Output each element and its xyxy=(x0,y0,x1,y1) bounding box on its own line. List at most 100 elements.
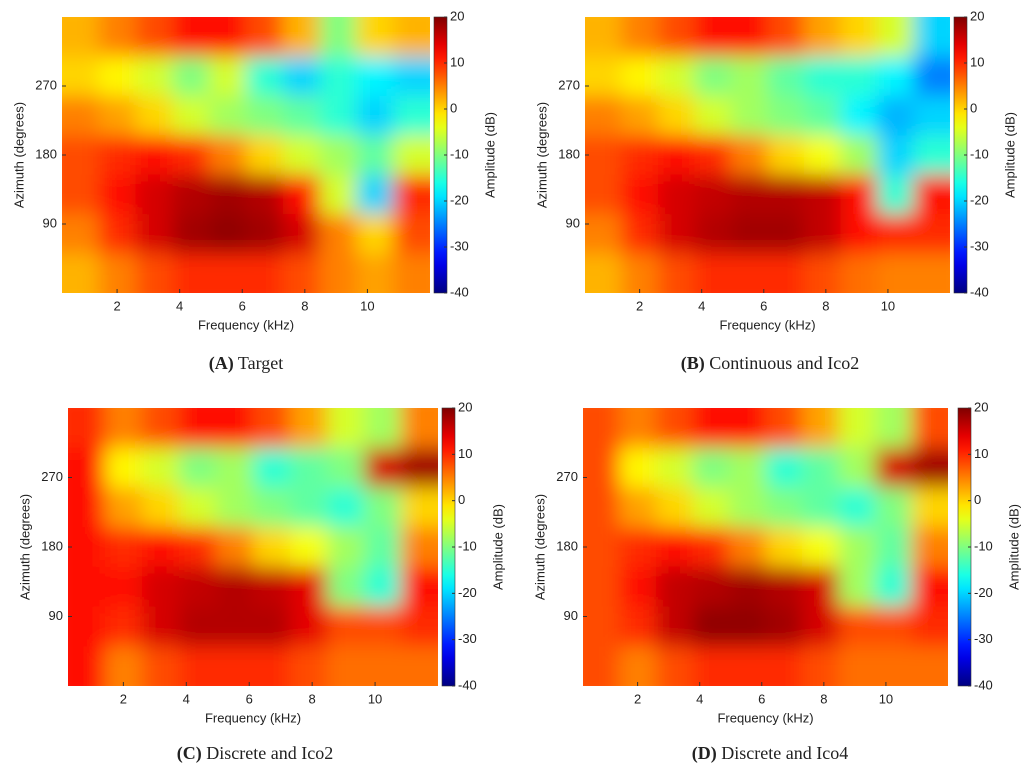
heatmap-cell xyxy=(253,487,291,528)
heatmap-cell xyxy=(731,56,768,97)
colorbar-tick-label: -10 xyxy=(458,538,477,553)
x-tick-label: 10 xyxy=(879,691,893,706)
heatmap-cell xyxy=(731,17,768,57)
heatmap-cell xyxy=(913,95,950,136)
heatmap-cell xyxy=(172,95,210,136)
y-axis-label: Azimuth (degrees) xyxy=(534,102,549,208)
heatmap-cell xyxy=(319,56,357,97)
heatmap-cell xyxy=(172,253,210,293)
heatmap-cell xyxy=(364,408,402,449)
heatmap-cell xyxy=(142,606,180,647)
heatmap-cell xyxy=(838,566,876,608)
heatmap-cell xyxy=(62,95,100,136)
heatmap-cell xyxy=(802,606,839,647)
heatmap-cell xyxy=(729,408,766,449)
heatmap-cell xyxy=(393,214,430,255)
heatmap-cell xyxy=(658,56,695,97)
heatmap-cell xyxy=(62,253,100,293)
x-tick-label: 4 xyxy=(176,298,183,313)
heatmap-cell xyxy=(105,646,143,686)
heatmap-cell xyxy=(692,566,730,608)
heatmap-cell xyxy=(767,253,805,293)
heatmap-cell xyxy=(393,135,430,176)
heatmap-cell xyxy=(327,646,365,686)
y-tick-label: 90 xyxy=(564,608,578,623)
heatmap-cell xyxy=(105,527,143,568)
heatmap-cell xyxy=(209,214,247,255)
heatmap-cell xyxy=(911,408,948,449)
heatmap-cell xyxy=(105,447,143,488)
panel: 2 4 6 8 10 90 180 270 Frequency (kHz) Azimuth (de… xyxy=(532,399,1021,764)
heatmap-cell xyxy=(731,214,768,255)
heatmap-cell xyxy=(135,95,173,136)
heatmap-cell xyxy=(583,408,620,449)
heatmap-cell xyxy=(135,214,173,255)
heatmap-cell xyxy=(877,174,914,215)
heatmap-cell xyxy=(585,174,622,215)
heatmap-cell xyxy=(875,487,912,528)
y-tick-label: 180 xyxy=(35,146,57,161)
heatmap-cell xyxy=(802,447,839,488)
heatmap-cell xyxy=(135,17,173,57)
heatmap-cell xyxy=(246,56,284,97)
x-axis-label: Frequency (kHz) xyxy=(205,710,301,725)
heatmap-cell xyxy=(694,253,732,293)
heatmap-cell xyxy=(877,214,914,255)
y-tick-label: 90 xyxy=(49,608,63,623)
heatmap-cells xyxy=(68,408,438,686)
heatmap-cell xyxy=(327,447,365,488)
heatmap-cell xyxy=(913,174,950,215)
heatmap-cell xyxy=(585,56,622,97)
heatmap-cell xyxy=(216,487,254,528)
y-axis-label: Azimuth (degrees) xyxy=(11,102,26,208)
colorbar-tick-label: 0 xyxy=(458,492,465,507)
heatmap-cell xyxy=(767,174,805,215)
heatmap-cell xyxy=(179,566,217,608)
heatmap-cell xyxy=(105,487,143,528)
colorbar-tick-label: -30 xyxy=(458,631,477,646)
colorbar-tick-label: -20 xyxy=(970,192,989,207)
heatmap-cell xyxy=(62,174,100,215)
colorbar-tick-label: 10 xyxy=(458,446,472,461)
heatmap-cell xyxy=(319,214,357,255)
heatmap-cell xyxy=(656,566,693,608)
heatmap-cell xyxy=(765,487,803,528)
heatmap-cell xyxy=(840,174,878,215)
heatmap-cell xyxy=(692,408,730,449)
heatmap-cell xyxy=(246,214,284,255)
heatmap-cell xyxy=(658,253,695,293)
caption-text: Discrete and Ico2 xyxy=(206,743,333,763)
x-tick-label: 8 xyxy=(301,298,308,313)
heatmap-cell xyxy=(364,566,402,608)
heatmap-cell xyxy=(364,447,402,488)
heatmap-cell xyxy=(875,566,912,608)
heatmap-cell xyxy=(356,214,394,255)
heatmap-cell xyxy=(911,487,948,528)
heatmap-cell xyxy=(877,56,914,97)
heatmap-cell xyxy=(802,566,839,608)
heatmap-cell xyxy=(290,566,328,608)
x-tick-label: 2 xyxy=(634,691,641,706)
heatmap-cell xyxy=(68,408,106,449)
heatmap-cell xyxy=(356,135,394,176)
heatmap-cell xyxy=(656,606,693,647)
heatmap-cell xyxy=(765,566,803,608)
heatmap-cell xyxy=(840,17,878,57)
heatmap-cell xyxy=(98,214,137,255)
heatmap-cell xyxy=(911,566,948,608)
heatmap-cell xyxy=(142,487,180,528)
x-tick-label: 8 xyxy=(820,691,827,706)
heatmap-cell xyxy=(767,17,805,57)
heatmap-cell xyxy=(327,408,365,449)
heatmap-cell xyxy=(98,17,137,57)
heatmap-cell xyxy=(583,646,620,686)
heatmap-cell xyxy=(246,95,284,136)
heatmap-cell xyxy=(729,606,766,647)
heatmap-cell xyxy=(619,447,657,488)
heatmap-cell xyxy=(246,135,284,176)
heatmap-cell xyxy=(98,135,137,176)
heatmap-cell xyxy=(356,17,394,57)
heatmap-cell xyxy=(246,253,284,293)
heatmap-cell xyxy=(804,135,841,176)
heatmap-cell xyxy=(875,447,912,488)
